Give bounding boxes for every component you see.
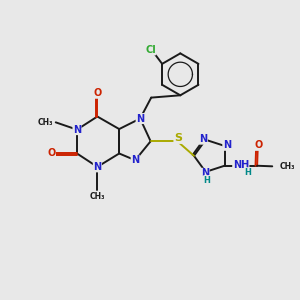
Text: N: N bbox=[201, 168, 209, 178]
Text: N: N bbox=[223, 140, 231, 150]
Text: NH: NH bbox=[233, 160, 249, 170]
Text: Cl: Cl bbox=[145, 45, 156, 55]
Text: CH₃: CH₃ bbox=[38, 118, 53, 127]
Text: N: N bbox=[93, 162, 101, 172]
Text: S: S bbox=[174, 134, 182, 143]
Text: O: O bbox=[93, 88, 101, 98]
Text: CH₃: CH₃ bbox=[90, 193, 105, 202]
Text: CH₃: CH₃ bbox=[280, 162, 295, 171]
Text: H: H bbox=[244, 168, 251, 177]
Text: N: N bbox=[131, 155, 139, 165]
Text: N: N bbox=[136, 114, 144, 124]
Text: O: O bbox=[47, 148, 56, 158]
Text: N: N bbox=[73, 124, 81, 135]
Text: H: H bbox=[204, 176, 211, 184]
Text: N: N bbox=[199, 134, 207, 144]
Text: O: O bbox=[254, 140, 262, 150]
